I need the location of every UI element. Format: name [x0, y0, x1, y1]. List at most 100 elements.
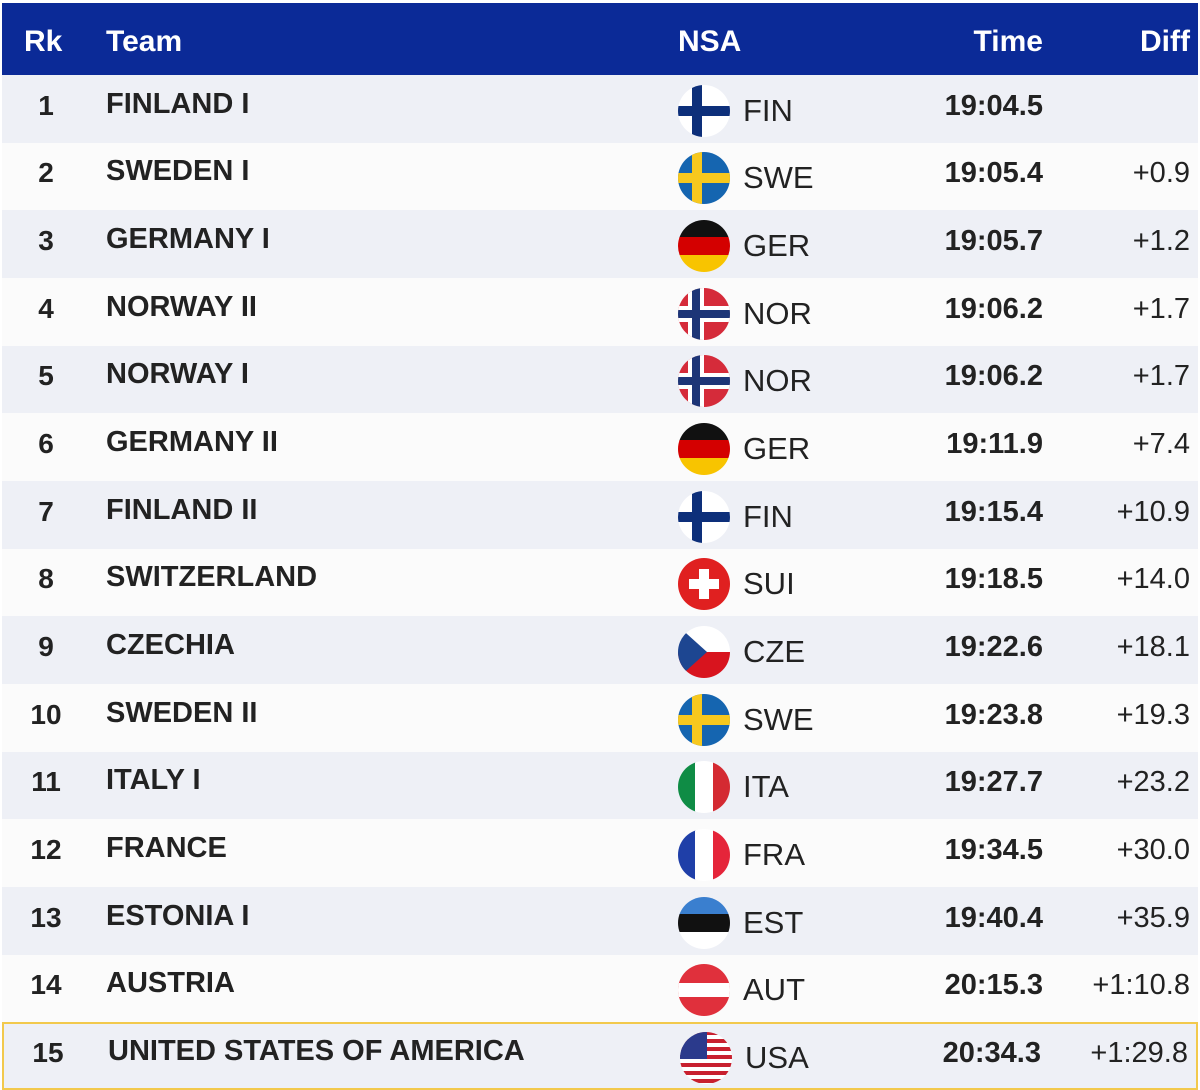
team-name: ESTONIA I — [106, 899, 250, 932]
nsa-code: GER — [743, 228, 811, 264]
flag-icon — [677, 219, 731, 273]
time: 19:22.6 — [944, 631, 1043, 664]
flag-icon — [677, 828, 731, 882]
nsa-code: ITA — [743, 769, 789, 805]
flag-icon — [677, 84, 731, 138]
table-row: 10 SWEDEN II SWE 19:23.8 +19.3 — [2, 684, 1198, 752]
table-row: 12 FRANCE FRA 19:34.5 +30.0 — [2, 819, 1198, 887]
time-diff: +30.0 — [1116, 834, 1190, 867]
time: 20:34.3 — [942, 1037, 1041, 1070]
table-row: 3 GERMANY I GER 19:05.7 +1.2 — [2, 210, 1198, 278]
flag-icon — [677, 287, 731, 341]
flag-icon — [677, 693, 731, 747]
team-name: GERMANY I — [106, 223, 270, 256]
time: 19:27.7 — [944, 766, 1043, 799]
table-row: 15 UNITED STATES OF AMERICA USA 20:34.3 +1:2… — [2, 1022, 1198, 1090]
rank: 1 — [38, 89, 54, 121]
time-diff: +1.2 — [1132, 225, 1190, 258]
team-name: ITALY I — [106, 764, 201, 797]
nsa-code: EST — [743, 904, 804, 940]
time: 19:15.4 — [944, 495, 1043, 528]
nsa-code: NOR — [743, 295, 812, 331]
header-diff: Diff — [1140, 25, 1190, 58]
flag-icon — [677, 625, 731, 679]
team-name: FINLAND II — [106, 493, 258, 526]
flag-icon — [677, 963, 731, 1017]
team-name: UNITED STATES OF AMERICA — [108, 1035, 525, 1068]
nsa-code: AUT — [743, 972, 805, 1008]
time-diff: +19.3 — [1116, 698, 1190, 731]
team-name: NORWAY II — [106, 290, 257, 323]
time: 19:34.5 — [944, 834, 1043, 867]
rank: 2 — [38, 157, 54, 189]
team-name: AUSTRIA — [106, 967, 235, 1000]
nsa-code: GER — [743, 431, 811, 467]
time-diff: +35.9 — [1116, 901, 1190, 934]
table-row: 6 GERMANY II GER 19:11.9 +7.4 — [2, 413, 1198, 481]
rank: 3 — [38, 225, 54, 257]
table-row: 7 FINLAND II FIN 19:15.4 +10.9 — [2, 481, 1198, 549]
header-nsa: NSA — [678, 25, 742, 58]
rank: 7 — [38, 495, 54, 527]
nsa-code: FIN — [743, 498, 793, 534]
header-team: Team — [106, 25, 183, 58]
flag-icon — [677, 422, 731, 476]
rank: 9 — [38, 631, 54, 663]
time-diff: +1.7 — [1132, 292, 1190, 325]
rank: 4 — [38, 292, 54, 324]
nsa-code: SWE — [743, 160, 814, 196]
team-name: GERMANY II — [106, 426, 278, 459]
header-rank: Rk — [24, 25, 63, 58]
nsa-code: CZE — [743, 634, 805, 670]
time: 19:11.9 — [946, 428, 1043, 461]
rank: 6 — [38, 428, 54, 460]
rank: 5 — [38, 360, 54, 392]
time-diff: +14.0 — [1116, 563, 1190, 596]
table-row: 13 ESTONIA I EST 19:40.4 +35.9 — [2, 887, 1198, 955]
flag-icon — [677, 896, 731, 950]
rank: 10 — [30, 698, 62, 730]
nsa-code: FIN — [743, 92, 793, 128]
rank: 8 — [38, 563, 54, 595]
table-row: 8 SWITZERLAND SUI 19:18.5 +14.0 — [2, 548, 1198, 617]
time: 19:06.2 — [944, 360, 1043, 393]
table-row: 4 NORWAY II NOR 19:06.2 +1.7 — [2, 278, 1198, 346]
rank: 14 — [30, 969, 62, 1001]
team-name: CZECHIA — [106, 629, 235, 662]
nsa-code: SWE — [743, 701, 814, 737]
time: 19:23.8 — [944, 698, 1043, 731]
table-row: 11 ITALY I ITA 19:27.7 +23.2 — [2, 751, 1198, 820]
time-diff: +1.7 — [1132, 360, 1190, 393]
rank: 12 — [30, 834, 62, 866]
time: 19:04.5 — [944, 89, 1043, 122]
time-diff: +7.4 — [1132, 428, 1190, 461]
time-diff: +1:29.8 — [1090, 1037, 1188, 1070]
team-name: NORWAY I — [106, 358, 249, 391]
time-diff: +10.9 — [1116, 495, 1190, 528]
table-row: 2 SWEDEN I SWE 19:05.4 +0.9 — [2, 142, 1198, 211]
team-name: SWEDEN II — [106, 696, 258, 729]
time: 19:40.4 — [944, 901, 1043, 934]
time-diff: +23.2 — [1116, 766, 1190, 799]
team-name: SWEDEN I — [106, 155, 250, 188]
time-diff: +18.1 — [1116, 631, 1190, 664]
time-diff: +1:10.8 — [1092, 969, 1190, 1002]
nsa-code: FRA — [743, 837, 805, 873]
table-header: Rk Team NSA Time Diff — [2, 3, 1198, 75]
time: 19:05.7 — [944, 225, 1043, 258]
nsa-code: NOR — [743, 363, 812, 399]
time: 20:15.3 — [944, 969, 1043, 1002]
rank: 11 — [31, 766, 61, 798]
flag-icon — [679, 1031, 733, 1085]
time: 19:06.2 — [944, 292, 1043, 325]
flag-icon — [677, 354, 731, 408]
team-name: SWITZERLAND — [106, 561, 318, 594]
time: 19:18.5 — [944, 563, 1043, 596]
table-row: 5 NORWAY I NOR 19:06.2 +1.7 — [2, 345, 1198, 414]
team-name: FINLAND I — [106, 87, 250, 120]
table-row: 1 FINLAND I FIN 19:04.5 — [2, 75, 1198, 143]
rank: 13 — [30, 901, 62, 933]
table-row: 14 AUSTRIA AUT 20:15.3 +1:10.8 — [2, 954, 1198, 1023]
flag-icon — [677, 557, 731, 611]
